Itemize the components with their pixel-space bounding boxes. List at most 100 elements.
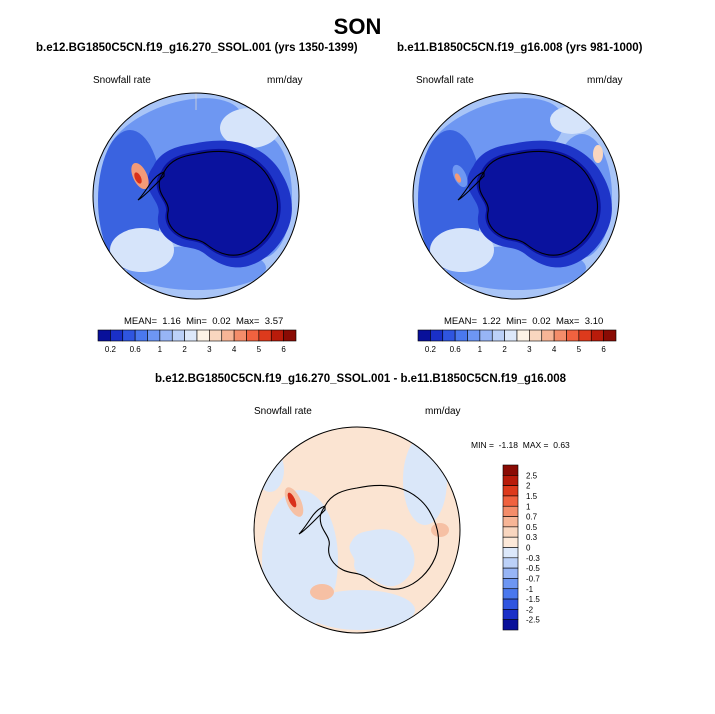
panel1-colorbar-swatch: [97, 329, 111, 342]
panel3-colorbar-tick-label: -0.5: [526, 564, 540, 573]
panel3-colorbar-tick-label: 0: [526, 544, 531, 553]
panel1-colorbar-swatch: [283, 329, 297, 342]
panel1-map-border: [92, 92, 300, 300]
panel2-colorbar-swatch: [566, 329, 580, 342]
panel3-colorbar-swatch: [502, 609, 519, 620]
panel2-colorbar-tick-label: 4: [552, 345, 557, 354]
panel2-colorbar-tick-label: 0.2: [425, 345, 437, 354]
panel3-colorbar-swatch: [502, 578, 519, 590]
panel1-colorbar-swatch: [110, 329, 124, 342]
panel2-colorbar-swatch: [553, 329, 567, 342]
panel1-variable-label: Snowfall rate: [93, 75, 151, 86]
panel3-colorbar-swatch: [502, 598, 519, 610]
panel1-colorbar-tick-label: 2: [182, 345, 187, 354]
panel3-stats: MIN = -1.18 MAX = 0.63: [471, 440, 570, 450]
panel1-colorbar-swatch: [270, 329, 284, 342]
panel2-variable-label: Snowfall rate: [416, 75, 474, 86]
panel3-map: [254, 427, 460, 633]
panel3-colorbar-tick-label: -0.3: [526, 554, 540, 563]
panel1-mean-value: 1.16: [162, 316, 181, 327]
panel2-colorbar-tick-label: 2: [502, 345, 507, 354]
panel3-colorbar-tick-label: 2: [526, 482, 531, 491]
panel2-units-label: mm/day: [587, 75, 623, 86]
panel1-colorbar-swatch: [159, 329, 173, 342]
panel2-colorbar-swatch: [541, 329, 555, 342]
panel3-colorbar-swatch: [502, 557, 519, 569]
panel1-max-label: Max=: [235, 316, 260, 327]
panel1-min-label: Min=: [186, 316, 207, 327]
panel1-colorbar-tick-label: 5: [257, 345, 262, 354]
panel1-colorbar-swatch: [134, 329, 148, 342]
panel2-map-border: [412, 92, 620, 300]
panel3-colorbar-swatch: [502, 464, 519, 476]
panel1-mean-label: MEAN=: [124, 316, 157, 327]
panel3-colorbar-tick-label: 0.7: [526, 513, 538, 522]
panel1-colorbar-tick-label: 0.6: [130, 345, 142, 354]
panel3-colorbar-swatch: [502, 536, 519, 548]
panel2-colorbar-swatch: [442, 329, 456, 342]
panel3-colorbar-tick-label: 1.5: [526, 492, 538, 501]
panel2-colorbar-swatch: [603, 329, 617, 342]
panel1-colorbar-swatch: [246, 329, 260, 342]
panel3-map-border: [253, 426, 461, 634]
panel1-colorbar-tick-label: 3: [207, 345, 212, 354]
panel2-colorbar-tick-label: 6: [601, 345, 606, 354]
panel2-colorbar-swatch: [516, 329, 530, 342]
panel2-colorbar-swatch: [454, 329, 468, 342]
panel2-mean-value: 1.22: [482, 316, 501, 327]
panel3-min-value: -1.18: [498, 440, 519, 450]
panel1-case-title: b.e12.BG1850C5CN.f19_g16.270_SSOL.001 (y…: [36, 42, 358, 54]
panel2-min-value: 0.02: [532, 316, 551, 327]
panel1-colorbar-swatch: [122, 329, 136, 342]
panel3-colorbar-tick-label: -2: [526, 605, 534, 614]
panel3-min-label: MIN =: [471, 440, 494, 450]
panel1-min-value: 0.02: [212, 316, 231, 327]
panel3-colorbar-swatch: [502, 619, 519, 631]
panel1-colorbar-swatch: [171, 329, 185, 342]
panel2-colorbar-swatch: [467, 329, 481, 342]
panel2-max-label: Max=: [555, 316, 580, 327]
panel3-max-label: MAX =: [522, 440, 549, 450]
panel2-mean-label: MEAN=: [444, 316, 477, 327]
panel2-colorbar-swatch: [504, 329, 518, 342]
panel3-colorbar-swatch: [502, 505, 519, 517]
panel3-colorbar-swatch: [502, 588, 519, 600]
panel1-colorbar-swatch: [196, 329, 210, 342]
panel1-stats: MEAN= 1.16 Min= 0.02 Max= 3.57: [124, 316, 283, 327]
panel2-colorbar: 0.2 0.6 1 2 3 4 5 6: [417, 329, 617, 354]
panel3-colorbar-tick-label: -2.5: [526, 616, 540, 625]
panel3-colorbar-swatch: [502, 526, 519, 538]
panel1-colorbar-swatch: [221, 329, 235, 342]
panel2-colorbar-swatch: [491, 329, 505, 342]
panel3-colorbar: 2.5 21.51 0.70.50.3 0-0.3-0.5-0.7 -1-1.5-2 -2…: [502, 464, 540, 631]
panel1-colorbar-tick-label: 1: [158, 345, 163, 354]
panel2-colorbar-swatch: [590, 329, 604, 342]
panel1-colorbar-swatch: [258, 329, 272, 342]
panel2-colorbar-tick-label: 5: [577, 345, 582, 354]
panel2-colorbar-swatch: [529, 329, 543, 342]
panel2-min-label: Min=: [506, 316, 527, 327]
panel2-colorbar-swatch: [578, 329, 592, 342]
panel3-colorbar-tick-label: -1: [526, 585, 534, 594]
panel2-map: [413, 93, 619, 299]
panel1-colorbar-swatch: [233, 329, 247, 342]
panel3-colorbar-swatch: [502, 547, 519, 559]
panel1-colorbar: 0.2 0.6 1 2 3 4 5 6: [97, 329, 297, 354]
panel3-colorbar-tick-label: 2.5: [526, 471, 538, 480]
panel3-colorbar-tick-label: 0.3: [526, 533, 538, 542]
panel1-colorbar-tick-label: 6: [281, 345, 286, 354]
panel2-case-title: b.e11.B1850C5CN.f19_g16.008 (yrs 981-100…: [397, 42, 643, 54]
panel1-colorbar-tick-label: 0.2: [105, 345, 117, 354]
panel3-colorbar-swatch: [502, 516, 519, 528]
panel1-max-value: 3.57: [264, 316, 284, 327]
panel2-colorbar-swatch: [417, 329, 431, 342]
panel2-stats: MEAN= 1.22 Min= 0.02 Max= 3.10: [444, 316, 603, 327]
panel3-colorbar-swatch: [502, 567, 519, 579]
figure-title: SON: [333, 14, 382, 39]
panel1-units-label: mm/day: [267, 75, 303, 86]
panel2-colorbar-tick-label: 1: [478, 345, 483, 354]
panel1-map: [93, 93, 299, 299]
panel1-colorbar-tick-label: 4: [232, 345, 237, 354]
panel2-colorbar-tick-label: 0.6: [450, 345, 462, 354]
